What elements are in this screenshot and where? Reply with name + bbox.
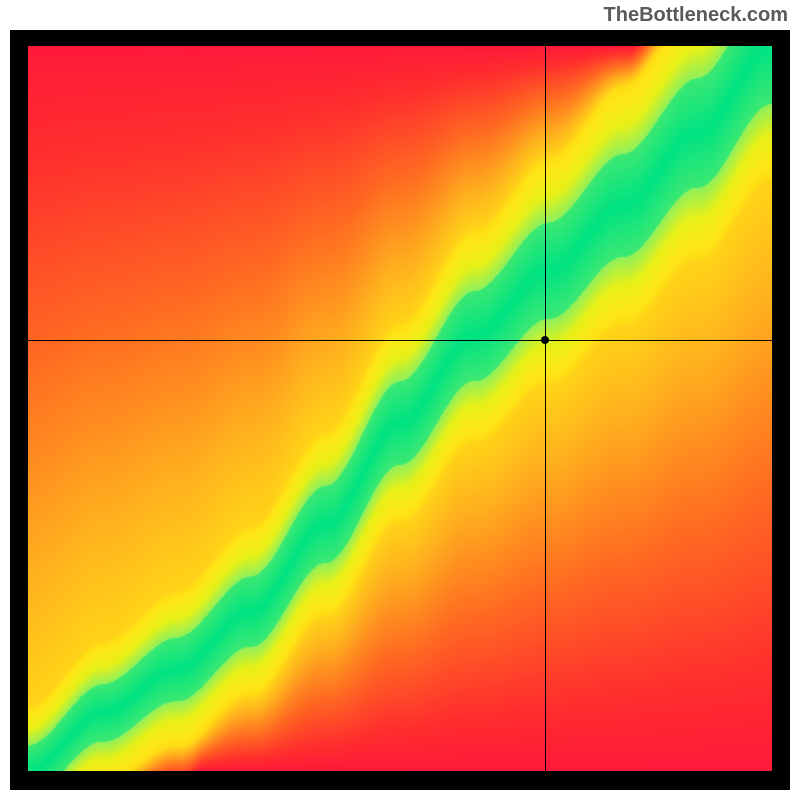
chart-outer-frame — [10, 30, 790, 790]
watermark-text: TheBottleneck.com — [604, 4, 788, 27]
page-root: TheBottleneck.com — [0, 0, 800, 800]
bottleneck-heatmap-canvas — [28, 46, 772, 771]
selection-marker-dot — [541, 336, 549, 344]
crosshair-horizontal — [28, 340, 772, 341]
crosshair-vertical — [545, 46, 546, 771]
heatmap-area — [28, 46, 772, 771]
